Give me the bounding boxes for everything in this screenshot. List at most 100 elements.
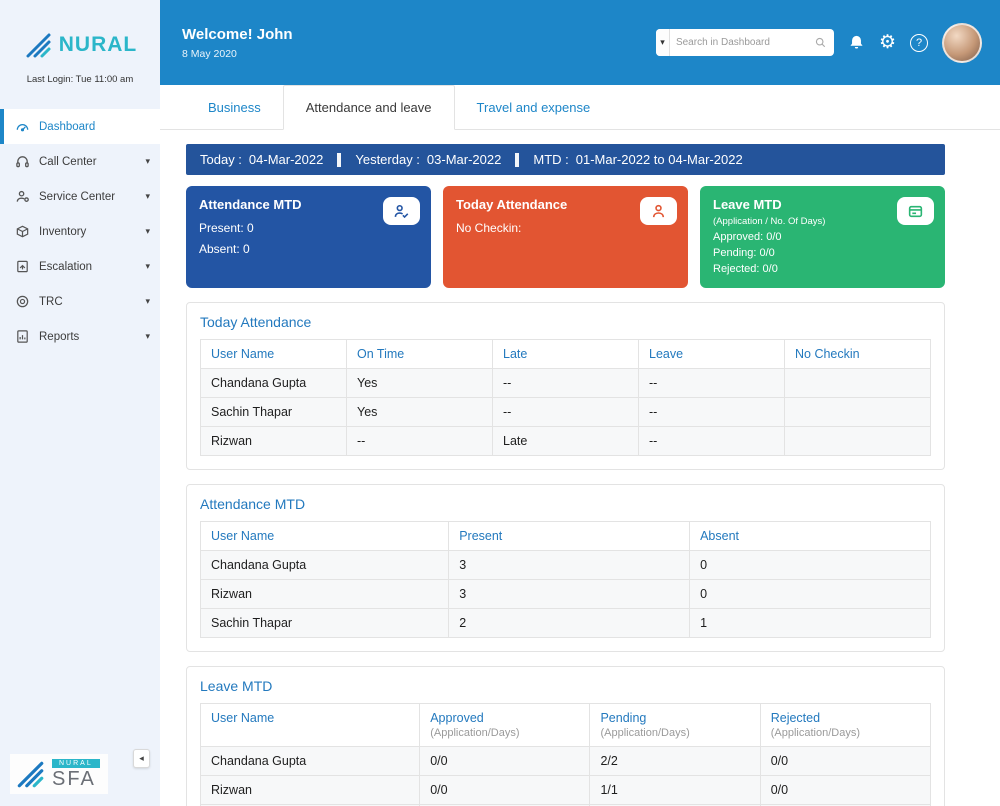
person-check-icon [383, 197, 420, 225]
cell-approved: 0/0 [419, 746, 591, 776]
sidebar-item-trc[interactable]: TRC ▾ [0, 284, 160, 319]
sidebar-item-call-center[interactable]: Call Center ▾ [0, 144, 160, 179]
date-range-bar: Today : 04-Mar-2022 Yesterday : 03-Mar-2… [186, 144, 945, 175]
cell-leave: -- [638, 397, 785, 427]
cell-no-checkin [784, 426, 931, 456]
sidebar: NURAL Last Login: Tue 11:00 am Dashboard… [0, 0, 160, 806]
card-today-attendance: Today Attendance No Checkin: [443, 186, 688, 288]
cell-on-time: -- [346, 426, 493, 456]
user-avatar[interactable] [942, 22, 982, 63]
card-title: Attendance MTD [199, 197, 302, 212]
col-rejected: Rejected (Application/Days) [759, 703, 932, 747]
date-mtd-value: 01-Mar-2022 to 04-Mar-2022 [575, 152, 743, 167]
tab-attendance-and-leave[interactable]: Attendance and leave [282, 85, 455, 130]
card-rejected-line: Rejected: 0/0 [713, 262, 778, 275]
target-icon [15, 294, 30, 309]
sidebar-item-service-center[interactable]: Service Center ▾ [0, 179, 160, 214]
attendance-mtd-table: User Name Present Absent Chandana Gupta … [199, 521, 931, 638]
chevron-down-icon[interactable]: ▾ [145, 226, 150, 236]
table-row: Sachin Thapar Yes -- -- [200, 397, 931, 427]
date-separator [337, 152, 342, 167]
headset-icon [15, 154, 30, 169]
date-yesterday: Yesterday : 03-Mar-2022 [355, 152, 501, 167]
box-icon [15, 224, 30, 239]
sidebar-item-escalation[interactable]: Escalation ▾ [0, 249, 160, 284]
leave-mtd-table: User Name Approved (Application/Days) Pe… [199, 703, 932, 806]
cell-leave: -- [638, 368, 785, 398]
search-input[interactable] [669, 37, 814, 48]
cell-user-name: Sachin Thapar [200, 397, 347, 427]
chevron-down-icon[interactable]: ▾ [145, 191, 150, 201]
card-leave-mtd: Leave MTD (Application / No. Of Days) Ap… [700, 186, 945, 288]
cell-on-time: Yes [346, 368, 493, 398]
sidebar-item-label: Inventory [39, 225, 87, 238]
card-title: Today Attendance [456, 197, 568, 212]
col-pending: Pending (Application/Days) [589, 703, 761, 747]
date-today-label: Today : [200, 152, 242, 167]
table-header-row: User Name On Time Late Leave No Checkin [200, 339, 931, 369]
sidebar-item-label: Reports [39, 330, 80, 343]
welcome-date: 8 May 2020 [182, 47, 237, 60]
col-late: Late [492, 339, 639, 369]
today-attendance-table: User Name On Time Late Leave No Checkin … [200, 339, 931, 456]
search-scope-dropdown[interactable]: ▾ [655, 29, 670, 56]
cell-rejected: 0/0 [759, 804, 932, 806]
section-title: Attendance MTD [200, 496, 306, 512]
table-row: Rizwan 0/0 1/1 0/0 [199, 775, 932, 805]
sidebar-item-reports[interactable]: Reports ▾ [0, 319, 160, 354]
cell-pending: 1/1 [589, 775, 761, 805]
notifications-bell-icon[interactable] [848, 34, 865, 51]
cell-user-name: Chandana Gupta [200, 368, 347, 398]
cell-late: -- [492, 368, 639, 398]
cell-user-name: Sachin Thapar [199, 608, 450, 638]
sidebar-item-dashboard[interactable]: Dashboard [0, 109, 160, 144]
settings-gear-icon[interactable]: ⚙ [878, 32, 896, 53]
search-icon[interactable] [814, 36, 834, 49]
sidebar-item-label: Dashboard [39, 120, 96, 133]
report-icon [15, 329, 30, 344]
sidebar-item-inventory[interactable]: Inventory ▾ [0, 214, 160, 249]
section-title: Today Attendance [200, 314, 312, 330]
col-approved: Approved (Application/Days) [419, 703, 591, 747]
tab-business[interactable]: Business [208, 99, 261, 115]
table-row: Rizwan 3 0 [199, 579, 931, 609]
card-subtitle: (Application / No. Of Days) [713, 215, 826, 227]
col-sublabel: (Application/Days) [430, 727, 520, 739]
tab-travel-and-expense[interactable]: Travel and expense [476, 99, 591, 115]
chevron-down-icon[interactable]: ▾ [145, 296, 150, 306]
sidebar-item-label: Call Center [39, 155, 97, 168]
sidebar-collapse-button[interactable]: ◂ [133, 749, 150, 768]
table-row: Chandana Gupta 3 0 [199, 550, 931, 580]
sfa-logo-icon [17, 761, 44, 788]
table-header-row: User Name Approved (Application/Days) Pe… [199, 703, 932, 747]
cell-user-name: Rizwan [200, 426, 347, 456]
cell-absent: 1 [689, 608, 931, 638]
cell-on-time: Yes [346, 397, 493, 427]
topbar-actions: ▾ ⚙ ? [655, 22, 982, 63]
welcome-block: Welcome! John 8 May 2020 [182, 26, 293, 60]
cell-user-name: Rizwan [199, 579, 450, 609]
section-leave-mtd: Leave MTD User Name Approved (Applicatio… [186, 666, 945, 806]
card-approved-line: Approved: 0/0 [713, 230, 782, 243]
table-row: Sachin Thapar 0/0 1/1 0/0 [199, 804, 932, 806]
col-on-time: On Time [346, 339, 493, 369]
date-yesterday-value: 03-Mar-2022 [426, 152, 502, 167]
footer-brand-text: NURAL SFA [52, 758, 100, 790]
section-today-attendance: Today Attendance User Name On Time Late … [186, 302, 945, 470]
card-icon [897, 197, 934, 225]
section-title: Leave MTD [200, 678, 273, 694]
chevron-down-icon[interactable]: ▾ [145, 261, 150, 271]
chevron-down-icon[interactable]: ▾ [145, 331, 150, 341]
cell-rejected: 0/0 [759, 775, 932, 805]
cell-user-name: Chandana Gupta [199, 550, 450, 580]
help-icon[interactable]: ? [910, 33, 928, 52]
dashboard-content: Today : 04-Mar-2022 Yesterday : 03-Mar-2… [160, 130, 1000, 806]
col-user-name: User Name [199, 521, 450, 551]
cell-no-checkin [784, 368, 931, 398]
cell-absent: 0 [689, 579, 931, 609]
chevron-down-icon[interactable]: ▾ [145, 156, 150, 166]
date-separator [515, 152, 520, 167]
table-row: Chandana Gupta Yes -- -- [200, 368, 931, 398]
col-absent: Absent [689, 521, 931, 551]
